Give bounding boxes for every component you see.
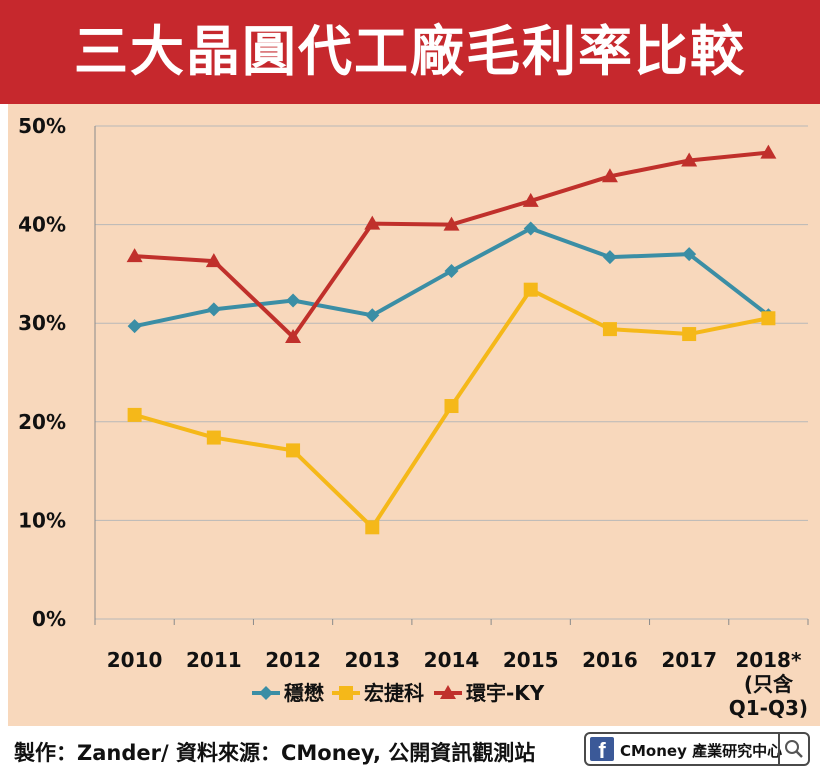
y-tick-label: 0%	[32, 607, 66, 631]
data-point-3	[681, 152, 698, 167]
x-tick-label: 2016	[582, 648, 638, 672]
x-tick-label: 2015	[503, 648, 559, 672]
title-banner: 三大晶圓代工廠毛利率比較	[0, 0, 820, 104]
data-point-2	[286, 443, 301, 458]
x-tick-label: 2011	[186, 648, 242, 672]
x-tick-label: 2010	[107, 648, 163, 672]
data-point-1	[286, 293, 301, 308]
y-tick-label: 30%	[18, 311, 66, 335]
data-point-2	[682, 327, 697, 342]
data-point-2	[127, 407, 142, 422]
page-title: 三大晶圓代工廠毛利率比較	[74, 20, 746, 83]
legend-label-1: 穩懋	[284, 681, 324, 705]
data-point-3	[364, 215, 381, 230]
footer: 製作：Zander/ 資料來源：CMoney, 公開資訊觀測站 f CMoney…	[0, 728, 820, 776]
data-point-3	[126, 248, 143, 263]
x-tick-note: Q1-Q3)	[729, 696, 808, 720]
x-tick-label: 2017	[661, 648, 717, 672]
y-tick-label: 40%	[18, 213, 66, 237]
data-point-2	[523, 282, 538, 297]
data-point-3	[601, 168, 618, 183]
x-tick-label: 2012	[265, 648, 321, 672]
legend-marker-3	[440, 685, 456, 699]
source-credit: 製作：Zander/ 資料來源：CMoney, 公開資訊觀測站	[14, 741, 536, 765]
data-point-3	[285, 329, 302, 344]
data-point-3	[443, 216, 460, 231]
legend-label-2: 宏捷科	[364, 681, 424, 705]
data-point-1	[127, 319, 142, 334]
data-point-2	[365, 520, 380, 535]
brand-badge[interactable]: f CMoney 產業研究中心	[584, 732, 810, 766]
data-point-1	[206, 302, 221, 317]
data-point-1	[365, 308, 380, 323]
x-tick-note: (只含	[744, 672, 794, 696]
y-tick-label: 20%	[18, 410, 66, 434]
x-tick-label: 2014	[424, 648, 480, 672]
y-tick-label: 50%	[18, 114, 66, 138]
facebook-icon[interactable]: f	[590, 737, 614, 763]
x-tick-label: 2013	[344, 648, 400, 672]
data-point-1	[682, 247, 697, 262]
data-point-1	[523, 221, 538, 236]
legend-marker-2	[339, 686, 353, 700]
chart-panel: 0% 10% 20% 30% 40% 50% 2010 2011 2012 2013 2014 201…	[8, 104, 820, 726]
x-tick-label: 2018*	[735, 648, 802, 672]
legend-label-3: 環宇-KY	[466, 681, 545, 705]
search-icon[interactable]	[778, 734, 808, 764]
data-point-2	[761, 311, 776, 326]
y-tick-label: 10%	[18, 508, 66, 532]
line-chart: 0% 10% 20% 30% 40% 50% 2010 2011 2012 2013 2014 201…	[18, 114, 809, 720]
data-point-2	[602, 322, 617, 337]
data-point-3	[760, 144, 777, 159]
data-point-2	[444, 399, 459, 414]
data-point-1	[444, 263, 459, 278]
brand-name: CMoney 產業研究中心	[620, 742, 783, 760]
data-point-3	[522, 192, 539, 207]
legend-marker-1	[259, 686, 273, 700]
data-point-1	[602, 250, 617, 265]
data-point-2	[206, 430, 221, 445]
data-point-3	[205, 253, 222, 268]
